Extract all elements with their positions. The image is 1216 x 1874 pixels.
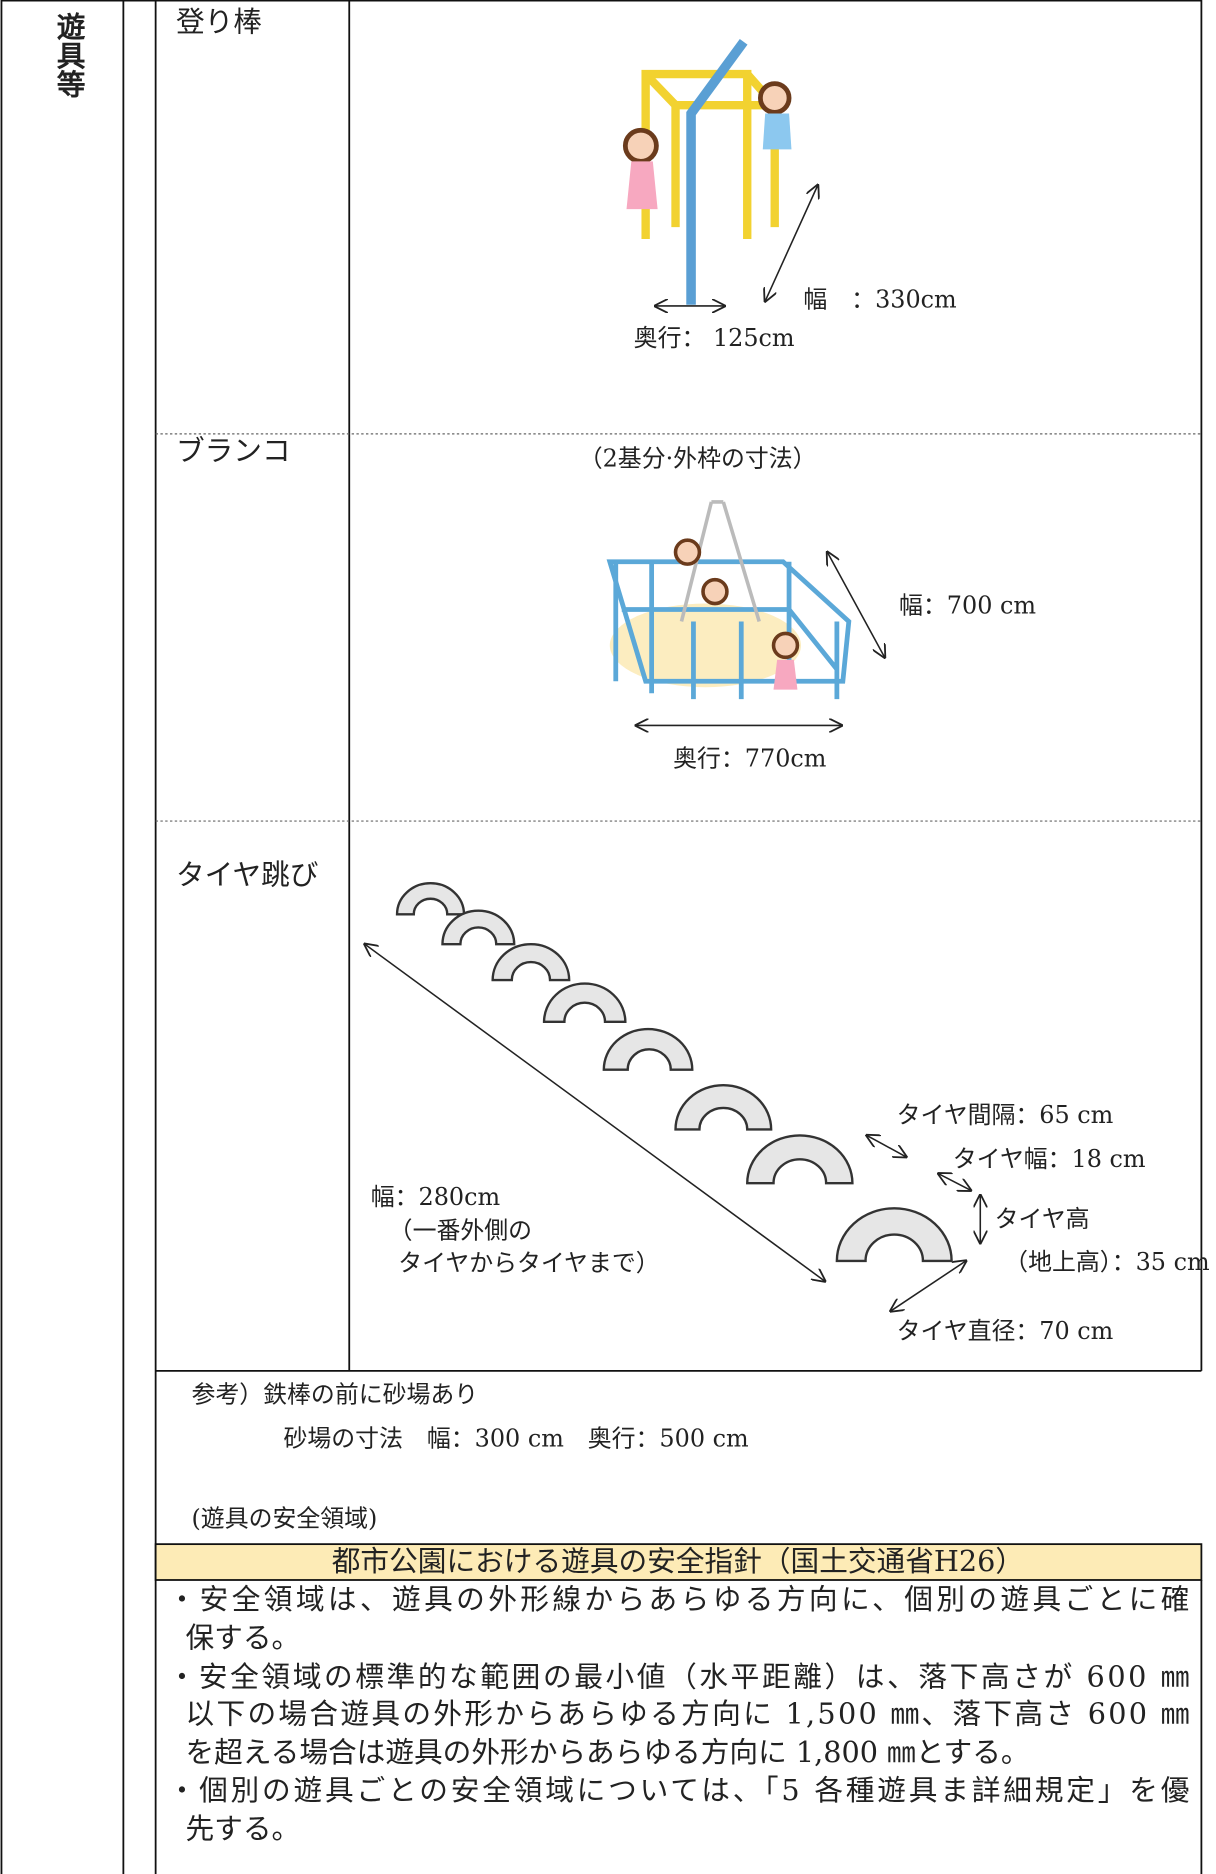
dimension-label: 奥行：770cm — [673, 745, 826, 773]
box-line: ・安全領域の標準的な範囲の最小値（水平距離）は、落下高さが 600 ㎜ — [168, 1660, 1190, 1694]
dimension-label: タイヤ幅：18 cm — [953, 1145, 1146, 1173]
note-line: 参考）鉄棒の前に砂場あり — [191, 1380, 478, 1408]
dimension-label: 幅：280cm — [371, 1183, 500, 1211]
item-name: タイヤ跳び — [176, 858, 318, 892]
dimension-label: 奥行： 125cm — [634, 324, 795, 352]
note-line: 砂場の寸法 幅：300 cm 奥行：500 cm — [284, 1425, 749, 1453]
item-name: ブランコ — [176, 433, 291, 467]
tire-illustration — [365, 882, 981, 1311]
box-line: ・個別の遊具ごとの安全領域については、「5 各種遊具ま詳細規定」を優 — [168, 1773, 1190, 1807]
dimension-label: （地上高）：35 cm — [1004, 1248, 1209, 1276]
box-line: 先する。 — [186, 1811, 301, 1845]
safety-box — [154, 1543, 1203, 1874]
box-title: 都市公園における遊具の安全指針（国土交通省H26） — [332, 1544, 1024, 1578]
box-line: ・安全領域は、遊具の外形線からあらゆる方向に、個別の遊具ごとに確 — [168, 1582, 1190, 1616]
swing-illustration — [606, 500, 885, 725]
dimension-label: タイヤ高 — [995, 1205, 1090, 1233]
dimension-label: タイヤからタイヤまで） — [398, 1249, 659, 1277]
dimension-label: （一番外側の — [389, 1217, 532, 1245]
caption: （2基分·外枠の寸法） — [579, 445, 817, 473]
box-line: 保する。 — [186, 1620, 301, 1654]
dimension-label: 幅 ：330cm — [803, 286, 956, 314]
category-label: 遊具等 — [53, 11, 87, 98]
box-line: 以下の場合遊具の外形からあらゆる方向に 1,500 ㎜、落下高さ 600 ㎜ — [186, 1697, 1190, 1731]
dimension-label: タイヤ間隔：65 cm — [897, 1101, 1114, 1129]
climbing-illustration — [622, 39, 817, 306]
box-line: を超える場合は遊具の外形からあらゆる方向に 1,800 ㎜とする。 — [186, 1735, 1030, 1769]
dimension-label: 幅：700 cm — [899, 592, 1036, 620]
item-name: 登り棒 — [176, 4, 262, 38]
section-heading: (遊具の安全領域) — [191, 1505, 377, 1533]
dimension-label: タイヤ直径：70 cm — [897, 1317, 1114, 1345]
